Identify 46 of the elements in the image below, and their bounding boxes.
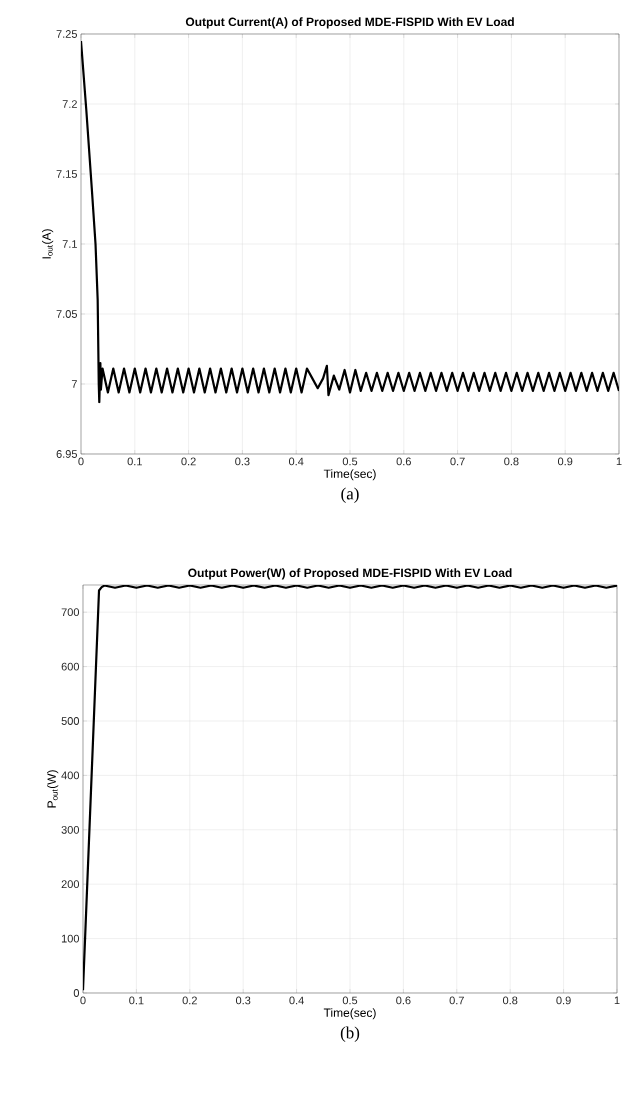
- chart-title: Output Power(W) of Proposed MDE-FISPID With EV Load: [188, 568, 512, 580]
- x-axis-title: Time(sec): [323, 469, 376, 481]
- x-tick-label: 0.8: [503, 457, 519, 466]
- y-tick-label: 700: [61, 608, 79, 617]
- x-tick-label: 0: [80, 996, 86, 1005]
- y-tick-label: 600: [61, 662, 79, 671]
- y-tick-label: 400: [61, 771, 79, 780]
- x-tick-label: 0.2: [181, 457, 196, 466]
- y-tick-label: 200: [61, 880, 79, 889]
- x-tick-label: 1: [616, 457, 622, 466]
- x-tick-label: 0.1: [127, 457, 142, 466]
- y-tick-label: 100: [61, 934, 79, 943]
- y-axis-title: P$_{out}$(W): [46, 770, 59, 808]
- y-tick-label: 7.2: [62, 100, 77, 108]
- y-tick-label: 7.1: [62, 240, 77, 248]
- x-tick-label: 0.2: [182, 996, 197, 1005]
- x-tick-label: 1: [614, 996, 620, 1005]
- y-tick-label: 7.15: [56, 170, 77, 178]
- y-tick-label: 7.25: [56, 30, 77, 38]
- y-tick-label: 0: [73, 989, 79, 997]
- y-tick-label: 7: [71, 380, 77, 388]
- x-axis-title: Time(sec): [323, 1008, 376, 1020]
- x-tick-label: 0.5: [342, 996, 357, 1005]
- x-tick-label: 0.6: [395, 996, 411, 1005]
- x-tick-label: 0.9: [557, 457, 573, 466]
- chart-title: Output Current(A) of Proposed MDE-FISPID With EV Load: [185, 17, 514, 29]
- line-series: [82, 585, 617, 992]
- x-tick-label: 0.7: [450, 457, 465, 466]
- y-tick-label: 6.95: [56, 450, 77, 458]
- x-tick-label: 0.3: [234, 457, 250, 466]
- x-tick-label: 0.8: [502, 996, 518, 1005]
- x-tick-label: 0.7: [449, 996, 464, 1005]
- x-tick-label: 0.5: [342, 457, 357, 466]
- y-axis-title: I$_{out}$(A): [41, 229, 53, 259]
- text: (b): [340, 1026, 359, 1042]
- x-tick-label: 0.1: [128, 996, 144, 1005]
- x-tick-label: 0.9: [556, 996, 571, 1005]
- line-series: [80, 39, 619, 404]
- y-tick-label: 300: [61, 825, 79, 834]
- x-tick-label: 0.4: [289, 996, 304, 1005]
- y-tick-label: 7.05: [56, 310, 77, 318]
- text: (a): [341, 487, 359, 503]
- x-tick-label: 0.4: [288, 457, 304, 466]
- y-tick-label: 500: [61, 717, 79, 725]
- x-tick-label: 0.3: [235, 996, 251, 1005]
- x-tick-label: 0.6: [396, 457, 411, 466]
